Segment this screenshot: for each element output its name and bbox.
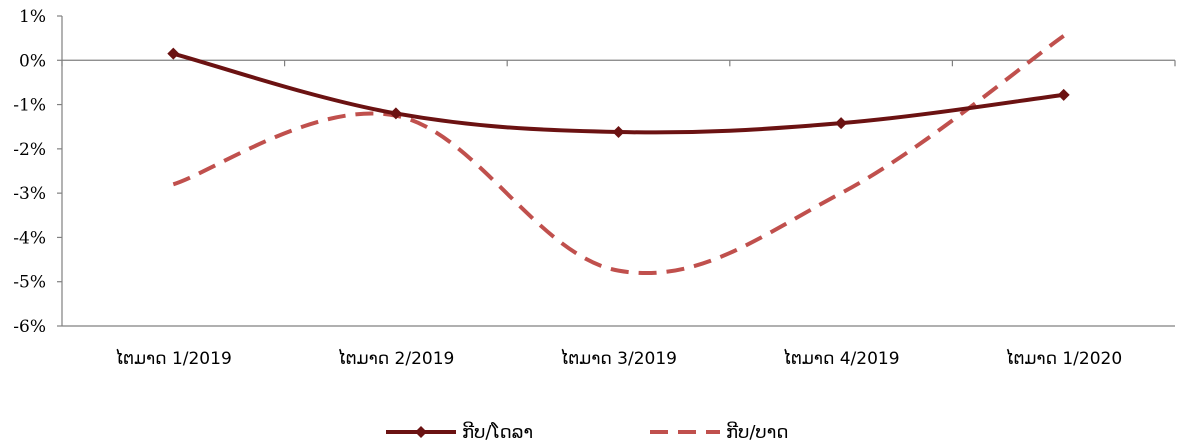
y-tick-label: 1% xyxy=(19,7,46,27)
x-category-label: ໄຕມາດ 3/2019 xyxy=(560,348,677,369)
series-point xyxy=(835,117,848,130)
x-axis-categories: ໄຕມາດ 1/2019 ໄຕມາດ 2/2019 ໄຕມາດ 3/2019 ໄຕມາ… xyxy=(115,348,1122,369)
chart-series xyxy=(167,34,1070,276)
y-axis-ticks: 1% 0% -1% -2% -3% -4% -5% -6% xyxy=(13,7,62,337)
y-tick-label: 0% xyxy=(19,51,46,71)
legend-marker xyxy=(415,426,427,438)
series-point xyxy=(612,126,625,139)
series-point xyxy=(1057,88,1070,101)
y-tick-label: -5% xyxy=(13,273,46,293)
x-category-label: ໄຕມາດ 2/2019 xyxy=(337,348,454,369)
series-point xyxy=(167,47,180,60)
y-tick-label: -1% xyxy=(13,96,46,116)
series-line xyxy=(172,34,1065,276)
series-kip-dollar xyxy=(167,47,1070,139)
chart-legend: ກີບ/ໂດລາ ກີບ/ບາດ xyxy=(386,422,788,441)
x-category-label: ໄຕມາດ 1/2020 xyxy=(1005,348,1122,369)
legend-label: ກີບ/ບາດ xyxy=(726,422,788,441)
legend-entry: ກີບ/ໂດລາ xyxy=(386,422,533,441)
y-tick-label: -4% xyxy=(13,228,46,248)
series-kip-baht xyxy=(172,34,1065,276)
x-category-label: ໄຕມາດ 4/2019 xyxy=(783,348,900,369)
y-tick-label: -3% xyxy=(13,184,46,204)
x-category-label: ໄຕມາດ 1/2019 xyxy=(115,348,232,369)
y-tick-label: -6% xyxy=(13,317,46,337)
legend-label: ກີບ/ໂດລາ xyxy=(462,422,533,441)
legend-entry: ກີບ/ບາດ xyxy=(650,422,788,441)
series-point xyxy=(389,107,402,120)
series-line xyxy=(172,51,1064,135)
y-tick-label: -2% xyxy=(13,140,46,160)
chart-axes xyxy=(61,16,1176,327)
